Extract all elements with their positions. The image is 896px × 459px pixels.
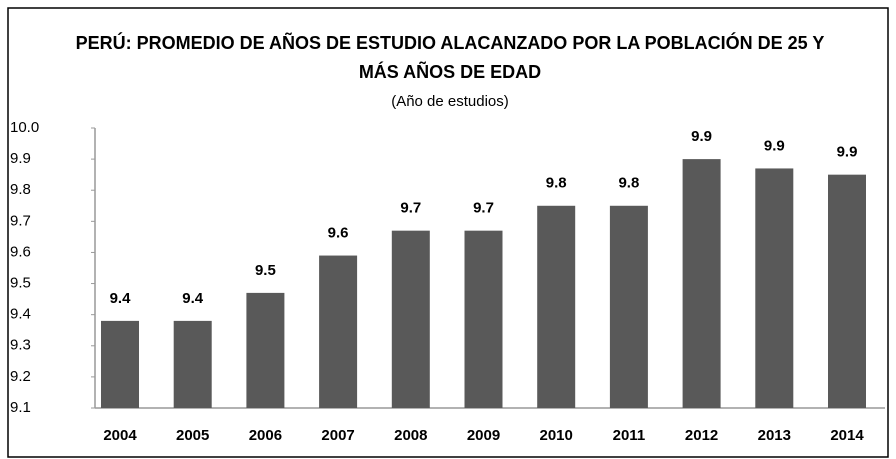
y-tick-label: 9.7 bbox=[10, 212, 31, 229]
bar bbox=[755, 168, 794, 408]
chart-title: PERÚ: PROMEDIO DE AÑOS DE ESTUDIO ALACAN… bbox=[76, 32, 825, 53]
bar bbox=[101, 320, 139, 408]
x-tick-label: 2008 bbox=[394, 427, 427, 444]
y-tick-label: 9.8 bbox=[10, 181, 31, 198]
x-tick-label: 2007 bbox=[321, 427, 354, 444]
chart-title-line2: MÁS AÑOS DE EDAD bbox=[359, 61, 541, 82]
y-tick-label: 10.0 bbox=[10, 119, 39, 136]
bar bbox=[828, 174, 866, 408]
value-label: 9.8 bbox=[618, 175, 639, 192]
y-tick-label: 9.3 bbox=[10, 337, 31, 354]
bar bbox=[464, 230, 503, 408]
value-label: 9.7 bbox=[473, 200, 494, 217]
value-label: 9.9 bbox=[691, 128, 712, 145]
x-tick-label: 2006 bbox=[249, 427, 282, 444]
value-label: 9.5 bbox=[255, 262, 276, 279]
value-label: 9.7 bbox=[400, 200, 421, 217]
x-tick-label: 2005 bbox=[176, 427, 209, 444]
x-tick-label: 2013 bbox=[758, 427, 791, 444]
value-label: 9.4 bbox=[182, 290, 204, 307]
bar bbox=[537, 205, 576, 408]
x-tick-label: 2010 bbox=[540, 427, 573, 444]
bar bbox=[173, 320, 212, 408]
value-label: 9.8 bbox=[546, 175, 567, 192]
value-label: 9.6 bbox=[328, 225, 349, 242]
x-tick-label: 2011 bbox=[613, 427, 646, 444]
x-tick-label: 2004 bbox=[103, 427, 137, 444]
bar bbox=[319, 255, 358, 408]
bar bbox=[682, 159, 721, 408]
y-tick-label: 9.1 bbox=[10, 399, 31, 416]
x-tick-label: 2014 bbox=[830, 427, 864, 444]
y-tick-label: 9.2 bbox=[10, 368, 31, 385]
y-tick-label: 9.6 bbox=[10, 243, 31, 260]
value-label: 9.9 bbox=[764, 137, 785, 154]
y-tick-label: 9.9 bbox=[10, 150, 31, 167]
value-label: 9.9 bbox=[837, 144, 858, 161]
chart-frame bbox=[7, 7, 889, 458]
x-tick-label: 2012 bbox=[685, 427, 718, 444]
bar bbox=[391, 230, 430, 408]
chart-subtitle: (Año de estudios) bbox=[391, 93, 509, 110]
value-label: 9.4 bbox=[110, 290, 132, 307]
y-tick-label: 9.5 bbox=[10, 275, 31, 292]
bar bbox=[246, 292, 285, 408]
bar bbox=[609, 205, 648, 408]
y-tick-label: 9.4 bbox=[10, 306, 31, 323]
x-tick-label: 2009 bbox=[467, 427, 500, 444]
